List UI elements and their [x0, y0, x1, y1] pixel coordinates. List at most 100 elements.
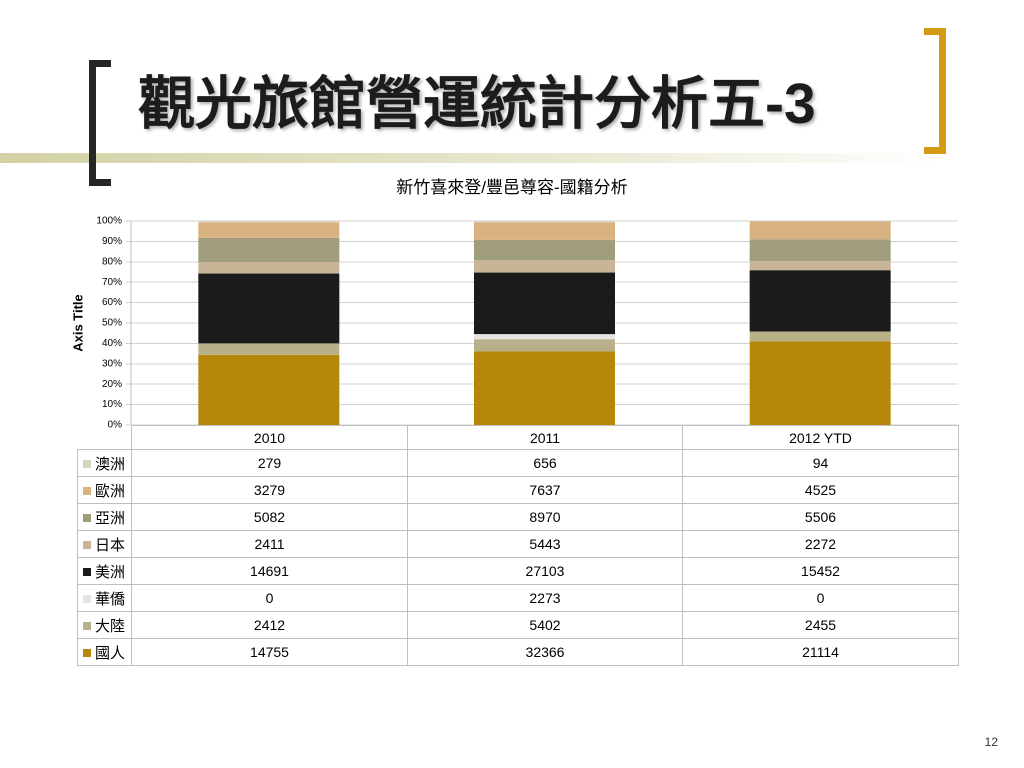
category-header-cell: 2010 [131, 425, 408, 450]
y-tick-label: 90% [102, 236, 122, 247]
y-axis-title: Axis Title [70, 294, 85, 352]
bar-segment [749, 270, 891, 332]
legend-label: 大陸 [95, 617, 126, 635]
y-tick-label: 20% [102, 379, 122, 390]
y-tick-label: 40% [102, 338, 122, 349]
y-tick-label: 100% [96, 216, 122, 227]
legend-label: 歐洲 [95, 482, 126, 500]
left-bracket-decoration [89, 60, 111, 186]
page-number: 12 [984, 735, 998, 749]
data-table-body: 2010 2011 2012 YTD 澳洲 279 656 94 歐洲 3279 7637 4525… [77, 425, 959, 666]
table-value-cell: 0 [682, 584, 959, 612]
table-value-cell: 94 [682, 449, 959, 477]
table-value-cell: 2455 [682, 611, 959, 639]
legend-key-swatch [83, 594, 91, 603]
table-row: 日本 2411 5443 2272 [77, 530, 959, 558]
table-value-cell: 21114 [682, 638, 959, 666]
bar-segment [198, 237, 340, 263]
table-value-cell: 14691 [131, 557, 408, 585]
legend-cell: 國人 [77, 638, 132, 666]
table-value-cell: 3279 [131, 476, 408, 504]
y-tick-labels: 0% 10% 20% 30% 40% 50% 60% 70% 80% 90% 100% [96, 216, 122, 431]
legend-cell: 美洲 [77, 557, 132, 585]
table-value-cell: 2412 [131, 611, 408, 639]
table-value-cell: 2411 [131, 530, 408, 558]
category-header-cell: 2011 [407, 425, 683, 450]
legend-key-swatch [83, 621, 91, 630]
legend-cell: 華僑 [77, 584, 132, 612]
legend-key-swatch [83, 459, 91, 468]
table-row: 澳洲 279 656 94 [77, 449, 959, 477]
table-header-row: 2010 2011 2012 YTD [77, 425, 959, 450]
bar-segment [749, 341, 891, 425]
bar-segment [474, 222, 615, 240]
table-value-cell: 279 [131, 449, 408, 477]
table-corner-cell [77, 425, 132, 450]
bar-segment [749, 239, 891, 262]
stacked-bars [198, 221, 891, 425]
table-value-cell: 2272 [682, 530, 959, 558]
legend-cell: 歐洲 [77, 476, 132, 504]
bar-segment [474, 272, 615, 335]
y-tick-label: 60% [102, 297, 122, 308]
bar-segment [749, 261, 891, 271]
bar-segment [474, 239, 615, 261]
bar-segment [198, 354, 340, 425]
legend-key-swatch [83, 486, 91, 495]
legend-cell: 日本 [77, 530, 132, 558]
bar-segment [198, 273, 340, 344]
legend-label: 日本 [95, 536, 126, 554]
table-value-cell: 15452 [682, 557, 959, 585]
legend-key-swatch [83, 648, 91, 657]
bar-segment [749, 331, 891, 342]
y-tick-label: 10% [102, 399, 122, 410]
legend-key-swatch [83, 567, 91, 576]
bar-segment [198, 221, 340, 223]
y-tick-label: 50% [102, 318, 122, 329]
legend-key-swatch [83, 540, 91, 549]
y-tick-label: 0% [108, 420, 123, 431]
table-row: 亞洲 5082 8970 5506 [77, 503, 959, 531]
y-tick-label: 80% [102, 256, 122, 267]
table-row: 國人 14755 32366 21114 [77, 638, 959, 666]
table-value-cell: 27103 [407, 557, 683, 585]
table-value-cell: 2273 [407, 584, 683, 612]
legend-label: 澳洲 [95, 455, 126, 473]
table-value-cell: 0 [131, 584, 408, 612]
data-table: 2010 2011 2012 YTD 澳洲 279 656 94 歐洲 3279 7637 4525… [77, 425, 959, 666]
table-value-cell: 4525 [682, 476, 959, 504]
bar-segment [474, 339, 615, 352]
table-value-cell: 14755 [131, 638, 408, 666]
chart-plot-area: 0% 10% 20% 30% 40% 50% 60% 70% 80% 90% 100% Axis T… [70, 216, 958, 431]
legend-label: 美洲 [95, 563, 126, 581]
bar-segment [198, 222, 340, 238]
y-tick-label: 70% [102, 277, 122, 288]
legend-label: 華僑 [95, 590, 126, 608]
bar-segment [474, 260, 615, 273]
right-bracket-decoration [924, 28, 946, 154]
table-value-cell: 656 [407, 449, 683, 477]
chart-title: 新竹喜來登/豐邑尊容-國籍分析 [396, 178, 628, 197]
bar-segment [198, 343, 340, 355]
legend-cell: 大陸 [77, 611, 132, 639]
table-value-cell: 5443 [407, 530, 683, 558]
table-value-cell: 5402 [407, 611, 683, 639]
y-tick-label: 30% [102, 358, 122, 369]
table-row: 大陸 2412 5402 2455 [77, 611, 959, 639]
legend-cell: 亞洲 [77, 503, 132, 531]
bar-segment [474, 351, 615, 425]
bar-segment [474, 221, 615, 223]
bar-segment [749, 221, 891, 240]
bar-segment [198, 262, 340, 274]
legend-cell: 澳洲 [77, 449, 132, 477]
table-value-cell: 7637 [407, 476, 683, 504]
legend-label: 國人 [95, 644, 126, 662]
table-value-cell: 5082 [131, 503, 408, 531]
legend-key-swatch [83, 513, 91, 522]
table-row: 華僑 0 2273 0 [77, 584, 959, 612]
bar-segment [474, 334, 615, 340]
legend-label: 亞洲 [95, 509, 126, 527]
table-row: 美洲 14691 27103 15452 [77, 557, 959, 585]
category-header-cell: 2012 YTD [682, 425, 959, 450]
table-row: 歐洲 3279 7637 4525 [77, 476, 959, 504]
